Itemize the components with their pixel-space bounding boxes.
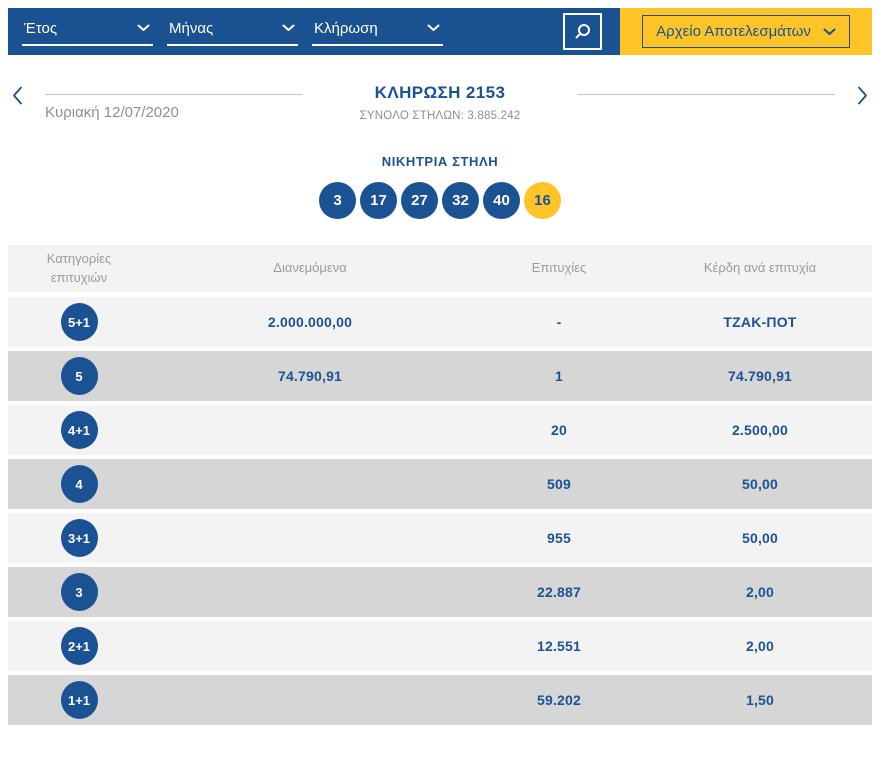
filter-bar-blue-section: Έτος Μήνας Κλήρωση bbox=[8, 8, 620, 55]
draw-nav-left: Κυριακή 12/07/2020 bbox=[23, 83, 325, 121]
payout-value: 2,00 bbox=[745, 638, 775, 654]
next-draw-chevron-right-icon[interactable] bbox=[857, 86, 868, 105]
winning-number-ball: 40 bbox=[483, 182, 520, 219]
header-distributed: Διανεμόμενα bbox=[273, 260, 347, 276]
month-dropdown[interactable]: Μήνας bbox=[167, 18, 298, 46]
distributed-value: 2.000.000,00 bbox=[267, 314, 353, 330]
category-badge: 1+1 bbox=[60, 681, 98, 719]
winning-number-ball: 32 bbox=[442, 182, 479, 219]
table-body: 5+1 2.000.000,00 - ΤΖΑΚ-ΠΟΤ 5 74.790,91 1 74.79… bbox=[8, 297, 872, 725]
category-badge: 4 bbox=[60, 465, 98, 503]
winning-numbers: 3 17 27 32 40 16 bbox=[0, 182, 880, 219]
table-row: 1+1 59.202 1,50 bbox=[8, 675, 872, 725]
month-dropdown-label: Μήνας bbox=[169, 19, 214, 37]
payout-value: 2,00 bbox=[745, 584, 775, 600]
category-badge: 4+1 bbox=[60, 411, 98, 449]
draw-date: Κυριακή 12/07/2020 bbox=[45, 104, 179, 121]
previous-draw-chevron-left-icon[interactable] bbox=[12, 86, 23, 105]
draw-dropdown[interactable]: Κλήρωση bbox=[312, 18, 443, 46]
draw-title: ΚΛΗΡΩΣΗ 2153 bbox=[374, 83, 506, 102]
results-archive-label: Αρχείο Αποτελεσμάτων bbox=[656, 23, 811, 40]
search-button[interactable] bbox=[563, 13, 602, 50]
distributed-value: 74.790,91 bbox=[277, 368, 343, 384]
year-dropdown-label: Έτος bbox=[24, 19, 58, 37]
winners-value: - bbox=[556, 314, 562, 330]
chevron-down-icon bbox=[137, 24, 150, 32]
category-badge: 2+1 bbox=[60, 627, 98, 665]
payout-value: 2.500,00 bbox=[731, 422, 789, 438]
table-row: 4 509 50,00 bbox=[8, 459, 872, 509]
results-table: Κατηγορίες επιτυχιών Διανεμόμενα Επιτυχί… bbox=[8, 245, 872, 725]
draw-navigation: Κυριακή 12/07/2020 ΚΛΗΡΩΣΗ 2153 ΣΥΝΟΛΟ Σ… bbox=[0, 55, 880, 122]
divider-line bbox=[577, 94, 835, 95]
chevron-down-icon bbox=[282, 24, 295, 32]
chevron-down-icon bbox=[823, 28, 836, 36]
table-row: 3+1 955 50,00 bbox=[8, 513, 872, 563]
bonus-number-ball: 16 bbox=[524, 182, 561, 219]
winners-value: 955 bbox=[547, 530, 571, 546]
category-badge: 5 bbox=[60, 357, 98, 395]
year-dropdown[interactable]: Έτος bbox=[22, 18, 153, 46]
winning-number-ball: 27 bbox=[401, 182, 438, 219]
payout-value: 74.790,91 bbox=[727, 368, 793, 384]
payout-value: 1,50 bbox=[745, 692, 775, 708]
winning-number-ball: 17 bbox=[360, 182, 397, 219]
table-row: 4+1 20 2.500,00 bbox=[8, 405, 872, 455]
filter-bar: Έτος Μήνας Κλήρωση bbox=[8, 8, 872, 55]
chevron-down-icon bbox=[427, 24, 440, 32]
draw-nav-right bbox=[555, 83, 857, 95]
table-row: 5 74.790,91 1 74.790,91 bbox=[8, 351, 872, 401]
winning-column-section: ΝΙΚΗΤΡΙΑ ΣΤΗΛΗ 3 17 27 32 40 16 bbox=[0, 154, 880, 219]
winners-value: 20 bbox=[551, 422, 567, 438]
winners-value: 12.551 bbox=[536, 638, 582, 654]
payout-value: ΤΖΑΚ-ΠΟΤ bbox=[723, 314, 797, 330]
filter-bar-yellow-section: Αρχείο Αποτελεσμάτων bbox=[620, 8, 872, 55]
table-row: 5+1 2.000.000,00 - ΤΖΑΚ-ΠΟΤ bbox=[8, 297, 872, 347]
table-row: 3 22.887 2,00 bbox=[8, 567, 872, 617]
draw-total-columns: ΣΥΝΟΛΟ ΣΤΗΛΩΝ: 3.885.242 bbox=[359, 110, 521, 122]
winners-value: 509 bbox=[547, 476, 571, 492]
results-archive-button[interactable]: Αρχείο Αποτελεσμάτων bbox=[642, 15, 850, 48]
payout-value: 50,00 bbox=[741, 530, 779, 546]
winning-number-ball: 3 bbox=[319, 182, 356, 219]
winners-value: 59.202 bbox=[536, 692, 582, 708]
payout-value: 50,00 bbox=[741, 476, 779, 492]
winners-value: 1 bbox=[555, 368, 563, 384]
divider-line bbox=[45, 94, 303, 95]
winning-column-title: ΝΙΚΗΤΡΙΑ ΣΤΗΛΗ bbox=[381, 154, 499, 169]
magnifier-icon bbox=[573, 22, 592, 41]
header-categories: Κατηγορίες επιτυχιών bbox=[46, 250, 112, 285]
header-payout: Κέρδη ανά επιτυχία bbox=[703, 260, 817, 276]
category-badge: 3 bbox=[60, 573, 98, 611]
winners-value: 22.887 bbox=[536, 584, 582, 600]
draw-dropdown-label: Κλήρωση bbox=[314, 19, 378, 37]
category-badge: 5+1 bbox=[60, 303, 98, 341]
category-badge: 3+1 bbox=[60, 519, 98, 557]
draw-header: ΚΛΗΡΩΣΗ 2153 ΣΥΝΟΛΟ ΣΤΗΛΩΝ: 3.885.242 bbox=[325, 83, 555, 122]
table-header-row: Κατηγορίες επιτυχιών Διανεμόμενα Επιτυχί… bbox=[8, 245, 872, 292]
table-row: 2+1 12.551 2,00 bbox=[8, 621, 872, 671]
header-winners: Επιτυχίες bbox=[531, 260, 587, 276]
